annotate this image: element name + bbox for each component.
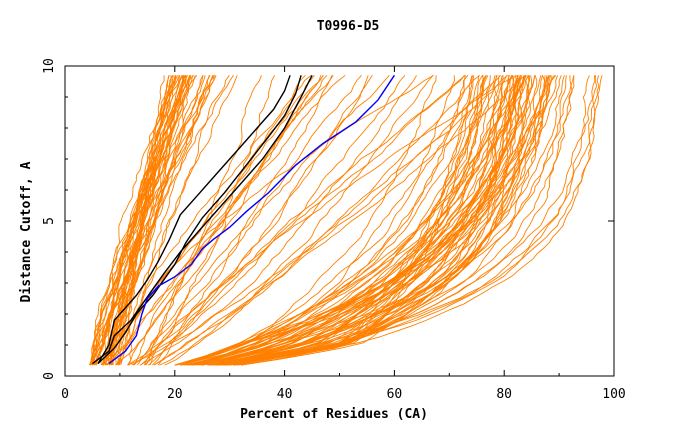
series-line-4 <box>108 74 395 365</box>
model-curve <box>103 75 183 366</box>
x-tick-label: 100 <box>602 387 625 402</box>
model-curve <box>224 75 590 366</box>
background-curves <box>88 74 603 366</box>
model-curve <box>180 75 437 366</box>
axis-ticks: 0 20 40 60 80 100 0 5 10 <box>42 58 626 402</box>
model-curve <box>159 74 480 366</box>
model-curve <box>196 75 519 366</box>
model-curve <box>103 75 315 366</box>
model-curve <box>223 75 596 366</box>
series-line-2 <box>97 75 302 365</box>
model-curve <box>207 75 557 366</box>
model-curve <box>218 75 600 366</box>
model-curve <box>216 75 530 366</box>
model-curve <box>94 75 211 366</box>
model-curve <box>110 75 165 366</box>
x-tick-label: 0 <box>61 387 69 402</box>
x-tick-label: 40 <box>277 387 293 402</box>
model-curve <box>180 75 522 366</box>
model-curve <box>133 75 362 366</box>
highlight-curves <box>92 74 395 365</box>
model-curve <box>136 75 390 366</box>
y-tick-label: 5 <box>42 217 57 225</box>
model-curve <box>139 75 417 366</box>
model-curve <box>117 75 176 366</box>
model-curve <box>218 75 504 366</box>
model-curve <box>128 75 238 366</box>
x-tick-label: 80 <box>496 387 512 402</box>
model-curve <box>176 75 512 366</box>
model-curve <box>182 75 562 366</box>
model-curve <box>216 75 550 366</box>
series-line-1 <box>92 74 313 365</box>
model-curve <box>225 75 533 366</box>
model-curve <box>191 75 536 366</box>
model-curve <box>216 75 519 366</box>
model-curve <box>216 75 491 366</box>
model-curve <box>127 74 509 366</box>
model-curve <box>96 75 177 366</box>
model-curve <box>221 75 603 366</box>
model-curve <box>145 75 262 366</box>
model-curve <box>105 75 324 366</box>
model-curve <box>235 75 548 366</box>
model-curve <box>90 75 192 366</box>
y-tick-label: 10 <box>42 58 57 74</box>
model-curve <box>194 75 473 366</box>
model-curve <box>228 75 489 366</box>
model-curve <box>105 75 204 366</box>
model-curve <box>209 75 565 366</box>
model-curve <box>140 74 466 366</box>
model-curve <box>143 74 518 366</box>
model-curve <box>112 75 191 366</box>
x-axis-label: Percent of Residues (CA) <box>240 407 428 422</box>
model-curve <box>181 75 526 366</box>
model-curve <box>108 75 187 366</box>
model-curve <box>164 75 434 366</box>
model-curve <box>201 75 485 366</box>
model-curve <box>212 75 473 366</box>
model-curve <box>148 75 369 366</box>
model-curve <box>131 74 406 366</box>
model-curve <box>233 75 550 366</box>
model-curve <box>127 75 373 366</box>
model-curve <box>234 75 480 366</box>
model-curve <box>149 74 346 366</box>
x-tick-label: 20 <box>167 387 183 402</box>
model-curve <box>201 75 553 366</box>
model-curve <box>200 75 575 366</box>
model-curve <box>157 75 333 366</box>
model-curve <box>223 75 598 366</box>
y-tick-label: 0 <box>42 372 57 380</box>
model-curve <box>115 75 322 366</box>
model-curve <box>91 75 174 366</box>
model-curve <box>118 75 170 366</box>
y-axis-label: Distance Cutoff, A <box>19 161 34 302</box>
chart-title: T0996-D5 <box>317 19 380 34</box>
model-curve <box>216 75 527 366</box>
model-curve <box>187 75 466 366</box>
model-curve <box>223 75 498 366</box>
model-curve <box>202 75 487 366</box>
model-curve <box>207 75 513 366</box>
model-curve <box>105 75 184 366</box>
model-curve <box>189 75 483 366</box>
x-tick-label: 60 <box>387 387 403 402</box>
model-curve <box>221 75 575 366</box>
model-curve <box>109 75 178 366</box>
series-line-3 <box>97 75 291 364</box>
model-curve <box>183 75 469 366</box>
model-curve <box>109 75 174 366</box>
model-curve <box>127 74 306 366</box>
